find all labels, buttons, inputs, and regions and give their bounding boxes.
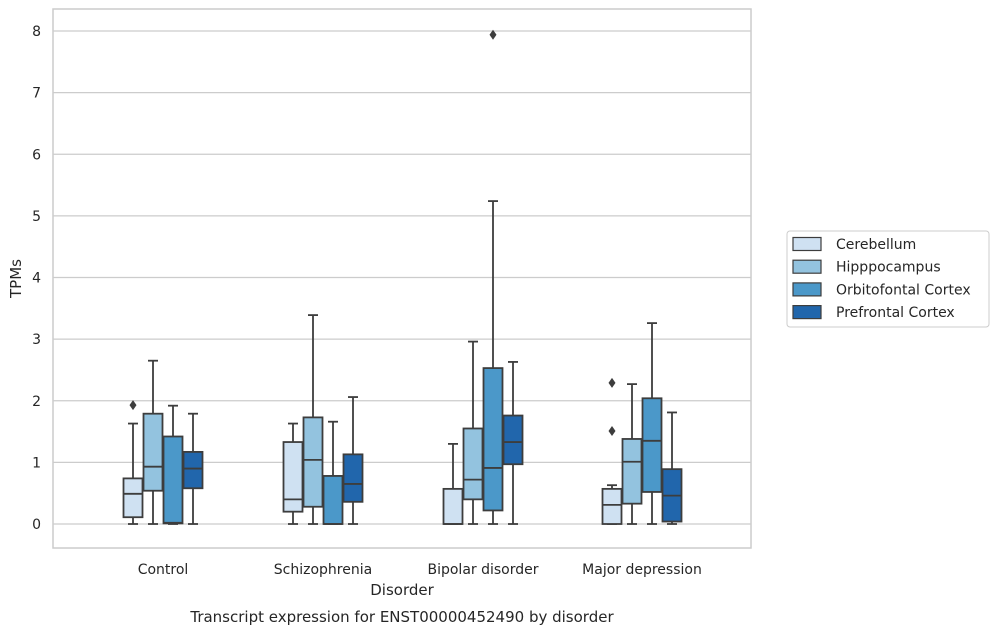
legend-swatch [792,259,822,274]
box-iqr [641,397,663,493]
box-hipppocampus [621,383,643,525]
box-orbitofontal-cortex [322,420,344,525]
legend-swatch [792,282,822,297]
box-iqr [342,453,364,503]
box-iqr [302,416,324,508]
box-iqr [482,367,504,512]
box-prefrontal-cortex [182,412,204,525]
box-iqr [322,475,344,525]
box-iqr [502,414,524,466]
y-tick-label: 0 [32,517,41,533]
legend-label: Cerebellum [836,237,916,253]
box-orbitofontal-cortex [482,29,504,525]
box-prefrontal-cortex [502,361,524,525]
chart-caption: Transcript expression for ENST0000045249… [189,608,614,626]
box-cerebellum [601,377,623,525]
x-tick-label: Control [138,562,189,578]
x-tick-label: Bipolar disorder [427,562,538,578]
box-iqr [621,438,643,505]
y-tick-label: 5 [32,209,41,225]
plot-area-frame [52,8,752,549]
legend-label: Orbitofontal Cortex [836,282,971,298]
box-iqr [601,487,623,525]
box-hipppocampus [142,359,164,525]
y-tick-label: 7 [32,86,41,102]
outlier-point [489,29,497,40]
x-tick-label: Major depression [582,562,702,578]
box-iqr [142,412,164,492]
legend-swatch [792,236,822,252]
box-iqr [282,441,304,513]
box-hipppocampus [302,314,324,525]
box-orbitofontal-cortex [162,404,184,525]
legend-label: Prefrontal Cortex [836,305,955,321]
box-cerebellum [442,442,464,525]
box-orbitofontal-cortex [641,322,663,525]
outlier-point [129,400,137,411]
box-iqr [182,450,204,490]
box-iqr [462,427,484,501]
legend-label: Hipppocampus [836,260,941,276]
x-axis-label: Disorder [370,581,434,599]
y-tick-label: 4 [32,271,41,287]
box-iqr [122,477,144,519]
legend-swatch [792,305,822,320]
outlier-point [608,425,616,436]
box-cerebellum [122,400,144,525]
box-hipppocampus [462,340,484,525]
y-tick-label: 8 [32,24,41,40]
box-iqr [442,487,464,525]
y-axis-ticks: 0 1 2 3 4 5 6 7 8 [32,24,41,533]
outlier-point [608,377,616,388]
box-prefrontal-cortex [661,411,683,525]
box-cerebellum [282,422,304,525]
y-tick-label: 3 [32,332,41,348]
y-tick-label: 2 [32,394,41,410]
x-tick-label: Schizophrenia [274,562,372,578]
x-axis-ticks: Control Schizophrenia Bipolar disorder Majo… [138,562,702,578]
box-plot-series [122,29,683,525]
legend: Cerebellum Hipppocampus Orbitofontal Corte… [786,230,990,328]
legend-frame [786,230,990,328]
y-tick-label: 6 [32,147,41,163]
box-prefrontal-cortex [342,396,364,525]
y-axis-label: TPMs [7,259,25,299]
y-tick-label: 1 [32,455,41,471]
box-iqr [162,435,184,525]
